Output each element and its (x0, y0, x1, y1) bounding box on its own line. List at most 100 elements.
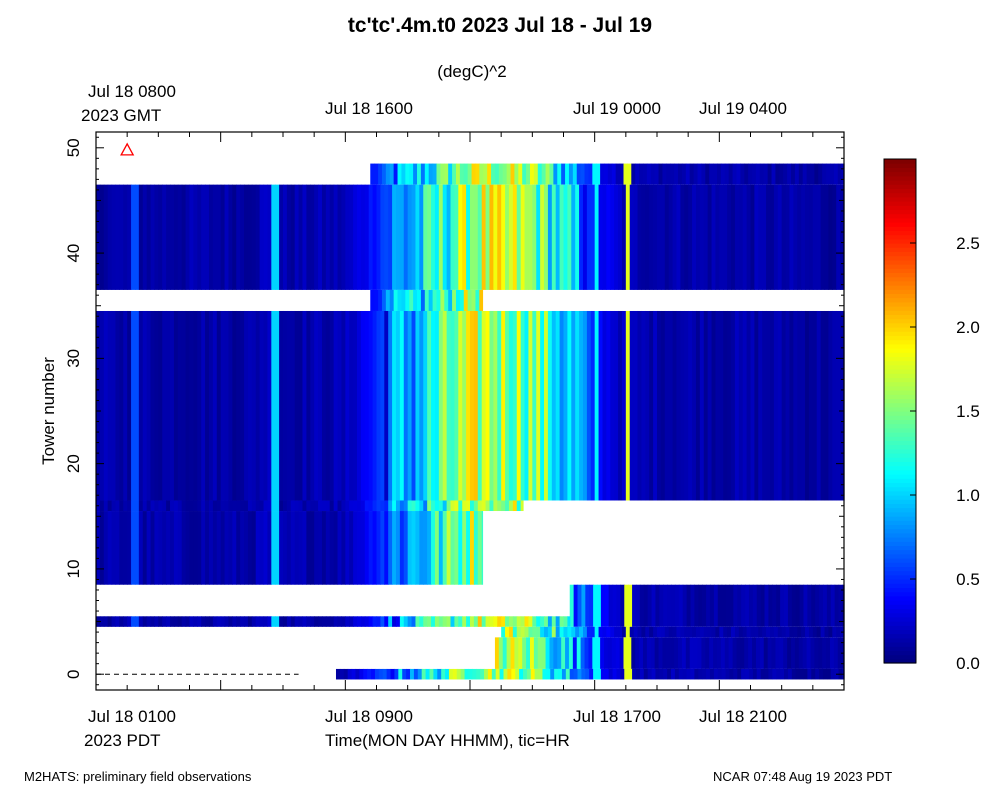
heatmap-cell (834, 584, 840, 627)
heatmap-cell (473, 500, 479, 512)
heatmap-cell (772, 584, 777, 627)
heatmap-cell (592, 637, 597, 669)
heatmap-cell (803, 584, 808, 627)
heatmap-cell (789, 184, 794, 290)
heatmap-cell (259, 184, 265, 290)
heatmap-cell (325, 616, 331, 627)
heatmap-cell (481, 310, 487, 501)
heatmap-cell (360, 184, 366, 290)
heatmap-cell (251, 184, 257, 290)
colorbar-segment (884, 402, 916, 408)
heatmap-cell (470, 500, 475, 512)
x-axis-label: Time(MON DAY HHMM), tic=HR (325, 731, 570, 750)
heatmap-cell (119, 616, 124, 627)
heatmap-cell (150, 616, 156, 627)
heatmap-cell (728, 163, 734, 185)
heatmap-cell (263, 310, 269, 501)
heatmap-cell (676, 310, 681, 501)
heatmap-cell (612, 668, 618, 680)
heatmap-cell (815, 584, 820, 627)
heatmap-cell (357, 310, 362, 501)
heatmap-cell (596, 637, 601, 669)
heatmap-cell (255, 310, 261, 501)
heatmap-cell (427, 310, 432, 501)
heatmap-cell (703, 626, 709, 638)
heatmap-cell (393, 289, 399, 311)
heatmap-cell (692, 184, 697, 290)
colorbar-segment (884, 327, 916, 332)
heatmap-cell (836, 626, 841, 638)
heatmap-cell (650, 163, 656, 185)
colorbar-segment (884, 226, 916, 231)
colorbar-segment (884, 621, 916, 626)
heatmap-cell (689, 637, 695, 669)
heatmap-cell (138, 616, 144, 627)
heatmap-cell (731, 184, 736, 290)
heatmap-cell (768, 584, 773, 627)
heatmap-cell (360, 616, 366, 627)
heatmap-cell (689, 163, 695, 185)
heatmap-cell (220, 500, 226, 512)
heatmap-cell (657, 184, 662, 290)
heatmap-cell (734, 626, 740, 638)
heatmap-cell (647, 584, 653, 627)
heatmap-cell (119, 184, 124, 290)
heatmap-cell (627, 637, 632, 669)
heatmap-cell (568, 163, 574, 185)
heatmap-cell (119, 310, 124, 501)
heatmap-cell (819, 584, 824, 627)
heatmap-cell (818, 163, 823, 185)
heatmap-cell (787, 637, 792, 669)
heatmap-cell (337, 500, 343, 512)
heatmap-cell (381, 163, 387, 185)
heatmap-cell (811, 584, 816, 627)
heatmap-cell (582, 310, 588, 501)
heatmap-cell (569, 584, 575, 627)
heatmap-cell (134, 184, 140, 290)
colorbar-segment (884, 562, 916, 567)
heatmap-cell (228, 500, 233, 512)
heatmap-cell (411, 500, 417, 512)
heatmap-cell (494, 163, 500, 185)
heatmap-cell (477, 184, 483, 290)
heatmap-cell (384, 184, 389, 290)
heatmap-cell (699, 626, 705, 638)
heatmap-cell (715, 310, 720, 501)
heatmap-cell (791, 163, 796, 185)
heatmap-cell (216, 184, 222, 290)
heatmap-cell (267, 616, 272, 627)
heatmap-cell (701, 163, 706, 185)
heatmap-cell (99, 184, 105, 290)
heatmap-cell (748, 637, 753, 669)
heatmap-cell (224, 184, 230, 290)
heatmap-cell (454, 511, 459, 585)
heatmap-cell (713, 637, 718, 669)
heatmap-cell (532, 626, 537, 638)
heatmap-cell (244, 500, 249, 512)
colorbar-segment (884, 234, 916, 240)
colorbar-segment (884, 385, 916, 391)
heatmap-cell (498, 163, 504, 185)
heatmap-cell (793, 310, 798, 501)
heatmap-cell (436, 163, 441, 185)
heatmap-cell (442, 511, 448, 585)
heatmap-cell (678, 163, 683, 185)
heatmap-cell (824, 184, 830, 290)
heatmap-cell (406, 668, 411, 680)
heatmap-cell (789, 626, 794, 638)
heatmap-cell (592, 163, 597, 185)
heatmap-cell (532, 616, 537, 627)
heatmap-cell (220, 616, 226, 627)
heatmap-cell (493, 500, 498, 512)
heatmap-cell (663, 584, 668, 627)
heatmap-cell (247, 511, 253, 585)
colorbar-segment (884, 264, 916, 269)
colorbar-segment (884, 196, 916, 202)
heatmap-cell (466, 616, 471, 627)
heatmap-cell (201, 500, 206, 512)
heatmap-cell (664, 626, 670, 638)
heatmap-cell (189, 500, 194, 512)
heatmap-cell (537, 637, 543, 669)
heatmap-cell (388, 310, 393, 501)
heatmap-cell (212, 511, 218, 585)
